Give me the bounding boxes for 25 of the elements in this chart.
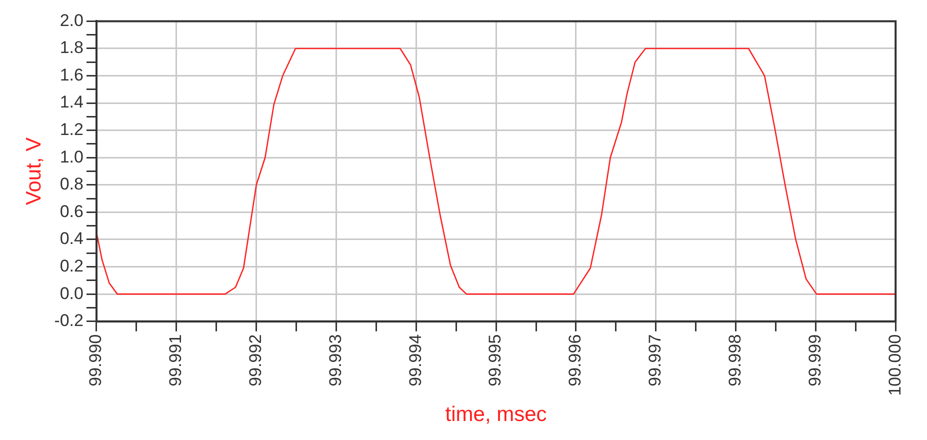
x-tick-label: 100.000	[885, 334, 904, 396]
y-tick-label: 1.6	[60, 65, 84, 84]
x-tick-label: 99.999	[805, 334, 824, 386]
y-tick-label: 1.4	[60, 92, 84, 112]
x-tick-label: 99.990	[86, 334, 106, 386]
x-axis-title: time, msec	[445, 403, 547, 426]
x-tick-label: 99.997	[646, 334, 665, 386]
y-tick-label: 2.0	[60, 10, 84, 30]
y-tick-label: 1.0	[60, 147, 84, 166]
x-tick-label: 99.996	[566, 334, 585, 386]
x-tick-label: 99.994	[406, 334, 425, 386]
y-tick-label: 0.0	[60, 284, 84, 303]
y-tick-label: 0.6	[60, 202, 84, 221]
x-tick-label: 99.998	[725, 334, 744, 386]
y-tick-label: 1.2	[60, 120, 84, 140]
y-tick-label: -0.2	[54, 311, 84, 330]
x-tick-label: 99.991	[166, 334, 186, 386]
y-tick-label: 1.8	[60, 38, 84, 58]
y-tick-label: 0.4	[60, 229, 84, 248]
x-tick-label: 99.992	[246, 334, 265, 386]
y-axis-title: Vout, V	[22, 137, 46, 206]
x-tick-label: 99.993	[326, 334, 345, 386]
y-tick-label: 0.2	[60, 256, 84, 276]
x-tick-label: 99.995	[486, 334, 505, 386]
y-tick-label: 0.8	[60, 174, 84, 194]
